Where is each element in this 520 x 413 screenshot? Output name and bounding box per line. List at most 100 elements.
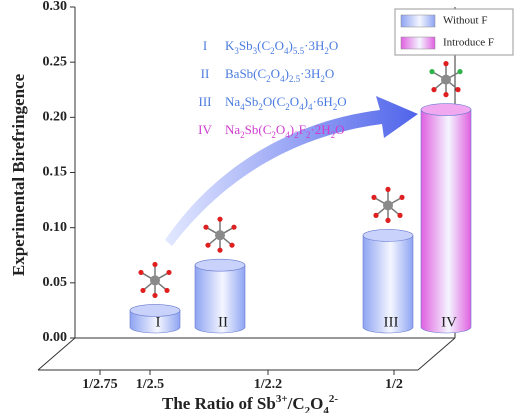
atom: [138, 269, 144, 276]
bar-label: III: [384, 314, 399, 330]
atom: [397, 212, 403, 218]
y-tick-label: 0.10: [43, 220, 68, 235]
formula-part: O(C: [263, 94, 285, 109]
formula-part: ): [304, 94, 308, 109]
bar: II: [194, 258, 246, 334]
compound-formula: BaSb(C2O4)2.5·3H2O: [225, 66, 334, 84]
x-axis-label-part: The Ratio of Sb: [162, 394, 276, 413]
formula-part: Sb: [245, 94, 259, 109]
atom: [152, 261, 158, 268]
molecule-icon: [429, 61, 463, 98]
formula-part: O: [325, 66, 334, 81]
x-axis-label: The Ratio of Sb3+/C2O42-: [162, 393, 338, 413]
y-tick-label: 0.00: [43, 330, 68, 345]
x-axis-label-part: 2-: [329, 393, 339, 405]
molecule-icon: [203, 216, 237, 253]
formula-part: O: [271, 66, 280, 81]
atom: [457, 69, 463, 75]
formula-part: 2: [324, 46, 329, 56]
y-tick-label: 0.05: [43, 275, 68, 290]
atom: [429, 69, 435, 75]
compound-numeral: II: [201, 66, 210, 81]
formula-part: 2: [266, 74, 271, 84]
atom: [215, 230, 225, 241]
atom: [443, 61, 449, 67]
compound-formula: Na2Sb(C2O4)2F2·2H2O: [225, 122, 344, 140]
bar-body: [194, 264, 246, 334]
formula-part: 4: [284, 46, 289, 56]
formula-part: 4: [299, 102, 304, 112]
compound-numeral: IV: [198, 122, 212, 137]
formula-part: O: [335, 122, 344, 137]
formula-part: 3: [253, 46, 258, 56]
formula-part: O: [275, 38, 284, 53]
formula-part: O: [329, 38, 338, 53]
formula-part: 2: [285, 102, 290, 112]
formula-part: O: [276, 122, 285, 137]
formula-part: Sb: [239, 38, 253, 53]
formula-part: 2: [240, 130, 245, 140]
bar: IV: [420, 103, 472, 334]
atom: [443, 92, 449, 98]
formula-part: 2: [271, 130, 276, 140]
formula-part: 5.5: [293, 46, 305, 56]
y-axis-label: Experimental Birefringence: [9, 73, 28, 276]
atom: [441, 74, 451, 85]
compound-numeral: III: [199, 94, 212, 109]
formula-part: O: [290, 94, 299, 109]
bar-body: [420, 109, 472, 334]
formula-part: 2: [306, 130, 311, 140]
formula-part: ): [290, 122, 294, 137]
atom: [152, 292, 158, 299]
atom: [455, 87, 461, 93]
formula-part: Na: [225, 122, 240, 137]
formula-part: Sb(C: [245, 122, 272, 137]
formula-part: 2: [333, 102, 338, 112]
atom: [140, 287, 146, 294]
atom: [431, 87, 437, 93]
formula-part: 3: [234, 46, 239, 56]
atom: [150, 275, 160, 286]
compound-formula: Na4Sb2O(C2O4)4·6H2O: [225, 94, 347, 112]
bar-body: [362, 235, 414, 334]
bar-label: I: [156, 314, 161, 330]
atom: [229, 242, 235, 248]
x-axis-label-part: 4: [323, 405, 329, 413]
x-axis-label-part: O: [310, 394, 323, 413]
formula-part: 2.5: [289, 74, 301, 84]
atom: [217, 247, 223, 253]
legend-swatch: [400, 14, 436, 28]
atom: [373, 212, 379, 218]
y-tick-label: 0.20: [43, 110, 68, 125]
x-tick-label: 1/2.5: [136, 377, 164, 392]
formula-part: O: [337, 94, 346, 109]
x-tick-label: 1/2: [385, 377, 403, 392]
formula-part: 4: [240, 102, 245, 112]
formula-part: 4: [280, 74, 285, 84]
bar-top: [194, 258, 246, 272]
formula-part: 2: [294, 130, 299, 140]
bar-top: [129, 304, 181, 317]
atom: [399, 194, 405, 200]
x-axis-label-part: 2: [305, 405, 311, 413]
x-axis-label-part: 3+: [276, 393, 288, 405]
formula-part: ·3H: [304, 38, 324, 53]
atom: [217, 216, 223, 222]
bar-top: [420, 103, 472, 116]
legend-swatch: [400, 36, 436, 50]
formula-part: 2: [258, 102, 263, 112]
formula-part: 2: [320, 74, 325, 84]
legend-label: Without F: [443, 15, 487, 27]
atom: [231, 224, 237, 230]
atom: [166, 269, 172, 276]
formula-part: ·3H: [300, 66, 320, 81]
bar: III: [362, 229, 414, 334]
formula-part: ·6H: [313, 94, 333, 109]
compound-numeral: I: [203, 38, 207, 53]
bar-label: IV: [441, 314, 457, 330]
molecule-icon: [371, 186, 405, 223]
bar-label: II: [218, 314, 228, 330]
formula-part: BaSb(C: [225, 66, 266, 81]
y-tick-label: 0.25: [43, 54, 68, 69]
